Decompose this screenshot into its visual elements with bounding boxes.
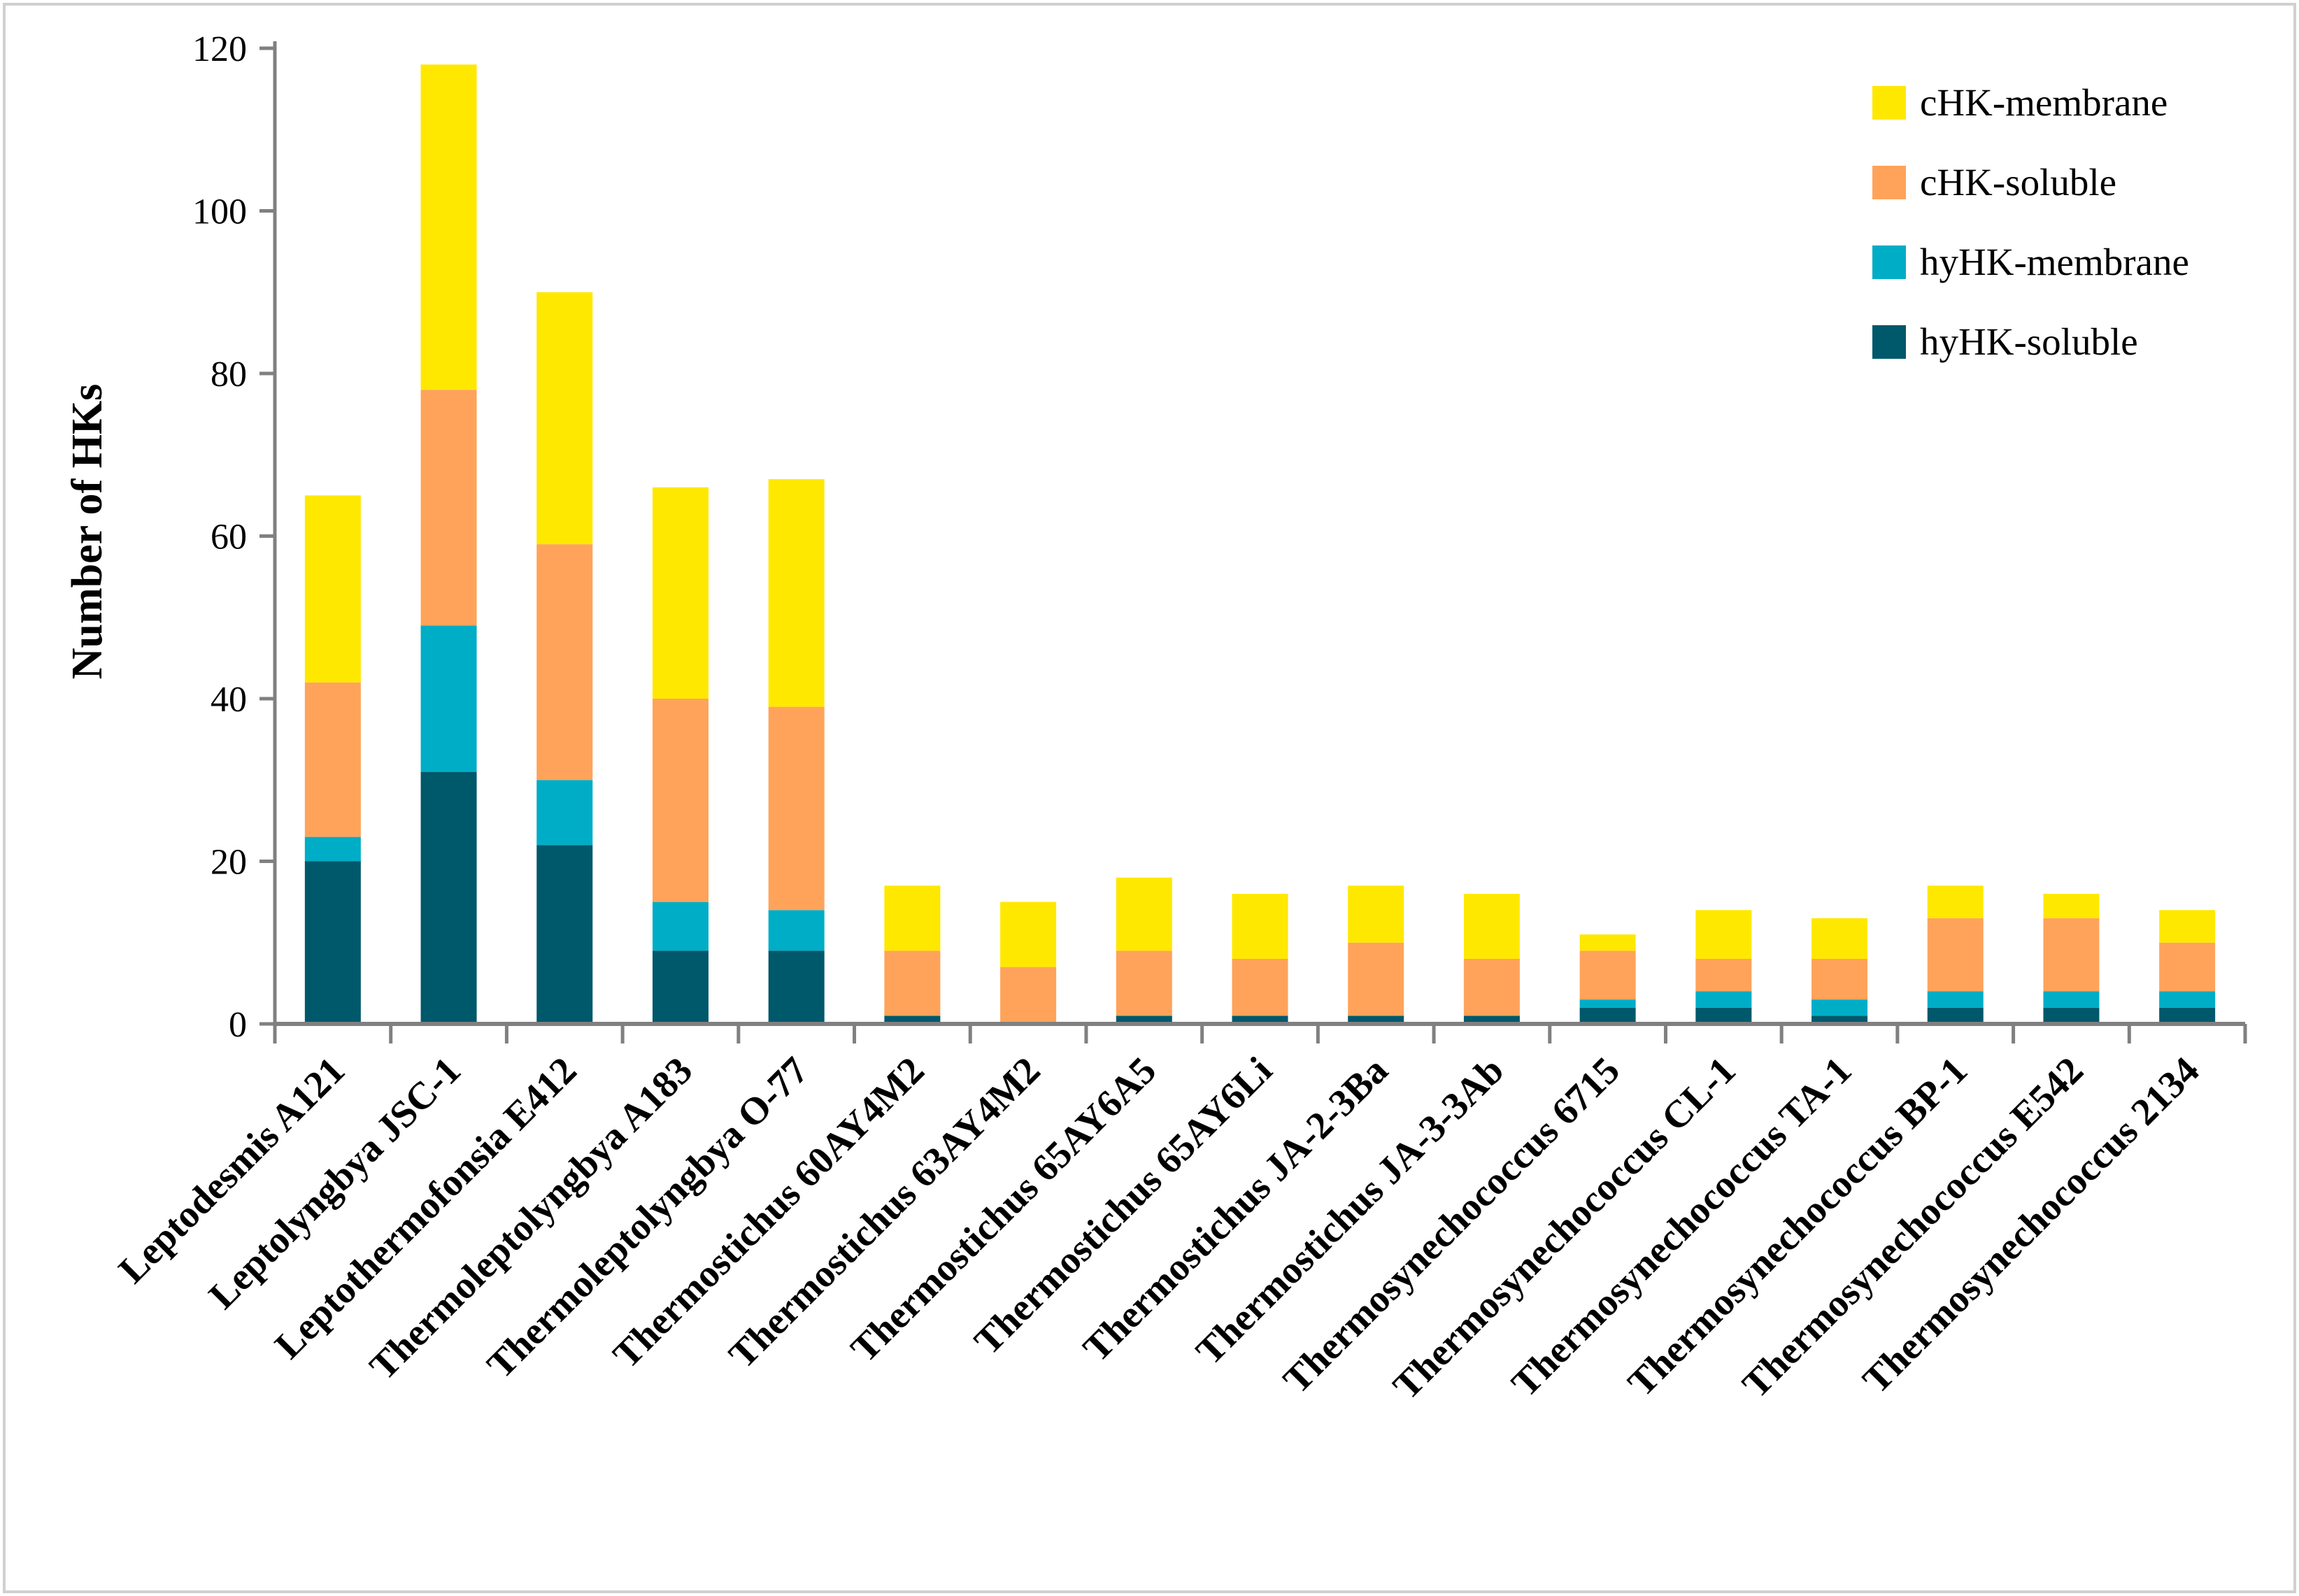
- bar-segment-cHK-soluble: [1348, 942, 1404, 1016]
- chart-border: [3, 3, 2296, 1593]
- bar-segment-hyHK-membrane: [1695, 991, 1752, 1008]
- bar-segment-cHK-soluble: [2043, 918, 2100, 992]
- legend-label: hyHK-soluble: [1920, 320, 2138, 363]
- bar-segment-hyHK-soluble: [2043, 1007, 2100, 1024]
- bar-segment-hyHK-soluble: [768, 950, 825, 1024]
- bar-segment-cHK-soluble: [884, 950, 941, 1016]
- legend-label: hyHK-membrane: [1920, 241, 2189, 283]
- bar-segment-hyHK-soluble: [1812, 1016, 1868, 1024]
- bar-segment-hyHK-membrane: [420, 625, 477, 772]
- bar-segment-cHK-membrane: [2043, 894, 2100, 918]
- bar-segment-hyHK-soluble: [2159, 1007, 2216, 1024]
- bar-segment-hyHK-soluble: [1927, 1007, 1984, 1024]
- legend-swatch: [1872, 166, 1906, 199]
- bar-segment-hyHK-membrane: [1812, 999, 1868, 1016]
- bar-segment-cHK-membrane: [1348, 885, 1404, 943]
- bar-segment-hyHK-membrane: [536, 780, 593, 846]
- bar-segment-cHK-membrane: [1927, 885, 1984, 918]
- bar-segment-hyHK-membrane: [2159, 991, 2216, 1008]
- bar-segment-hyHK-membrane: [304, 836, 361, 862]
- bar-segment-hyHK-membrane: [652, 902, 709, 951]
- bar-segment-cHK-membrane: [2159, 910, 2216, 943]
- bar-segment-cHK-membrane: [536, 292, 593, 545]
- legend-swatch: [1872, 325, 1906, 359]
- bar-segment-cHK-soluble: [2159, 942, 2216, 992]
- bar-segment-cHK-soluble: [420, 390, 477, 626]
- bar-segment-cHK-membrane: [420, 64, 477, 390]
- bar-segment-cHK-soluble: [1927, 918, 1984, 992]
- bar-segment-cHK-membrane: [768, 479, 825, 707]
- y-tick-label: 20: [211, 843, 247, 883]
- bar-segment-cHK-membrane: [1812, 918, 1868, 959]
- bar-segment-hyHK-soluble: [1116, 1016, 1172, 1024]
- bar-segment-cHK-membrane: [1463, 894, 1520, 959]
- bar-segment-cHK-membrane: [1116, 877, 1172, 951]
- bar-segment-cHK-soluble: [1463, 959, 1520, 1016]
- bar-segment-cHK-soluble: [1116, 950, 1172, 1016]
- legend-label: cHK-soluble: [1920, 161, 2116, 204]
- y-tick-label: 40: [211, 680, 247, 720]
- bar-segment-cHK-membrane: [884, 885, 941, 951]
- bar-segment-cHK-soluble: [1695, 959, 1752, 992]
- bar-segment-cHK-membrane: [1232, 894, 1288, 959]
- bar-segment-hyHK-soluble: [1695, 1007, 1752, 1024]
- y-tick-label: 80: [211, 355, 247, 394]
- bar-segment-hyHK-membrane: [768, 910, 825, 951]
- bar-segment-cHK-membrane: [1000, 902, 1057, 967]
- bar-segment-cHK-soluble: [304, 682, 361, 837]
- bar-segment-cHK-membrane: [1695, 910, 1752, 959]
- bar-segment-cHK-membrane: [304, 495, 361, 683]
- bar-segment-hyHK-soluble: [304, 861, 361, 1024]
- y-axis-label: Number of HKs: [64, 384, 111, 680]
- bar-segment-hyHK-soluble: [536, 845, 593, 1024]
- bar-segment-hyHK-membrane: [1579, 999, 1636, 1008]
- bar-segment-hyHK-soluble: [652, 950, 709, 1024]
- bar-segment-cHK-soluble: [768, 706, 825, 911]
- bar-segment-hyHK-soluble: [1463, 1016, 1520, 1024]
- bar-segment-hyHK-soluble: [1348, 1016, 1404, 1024]
- y-tick-label: 60: [211, 518, 247, 557]
- bar-segment-cHK-soluble: [1579, 950, 1636, 1000]
- bar-segment-cHK-membrane: [652, 487, 709, 699]
- legend-label: cHK-membrane: [1920, 81, 2168, 124]
- legend-swatch: [1872, 86, 1906, 120]
- bar-segment-hyHK-membrane: [2043, 991, 2100, 1008]
- y-tick-label: 120: [192, 29, 247, 69]
- bar-segment-hyHK-soluble: [420, 771, 477, 1024]
- bar-segment-cHK-soluble: [1812, 959, 1868, 1000]
- bar-segment-hyHK-soluble: [1232, 1016, 1288, 1024]
- bar-segment-cHK-soluble: [1232, 959, 1288, 1016]
- bar-segment-hyHK-soluble: [1579, 1007, 1636, 1024]
- bar-segment-hyHK-soluble: [884, 1016, 941, 1024]
- y-tick-label: 100: [192, 192, 247, 232]
- bar-segment-cHK-soluble: [1000, 967, 1057, 1024]
- bar-segment-hyHK-membrane: [1927, 991, 1984, 1008]
- bar-segment-cHK-soluble: [652, 699, 709, 902]
- bar-segment-cHK-membrane: [1579, 934, 1636, 951]
- y-tick-label: 0: [229, 1005, 247, 1045]
- bar-segment-cHK-soluble: [536, 544, 593, 781]
- legend-swatch: [1872, 245, 1906, 279]
